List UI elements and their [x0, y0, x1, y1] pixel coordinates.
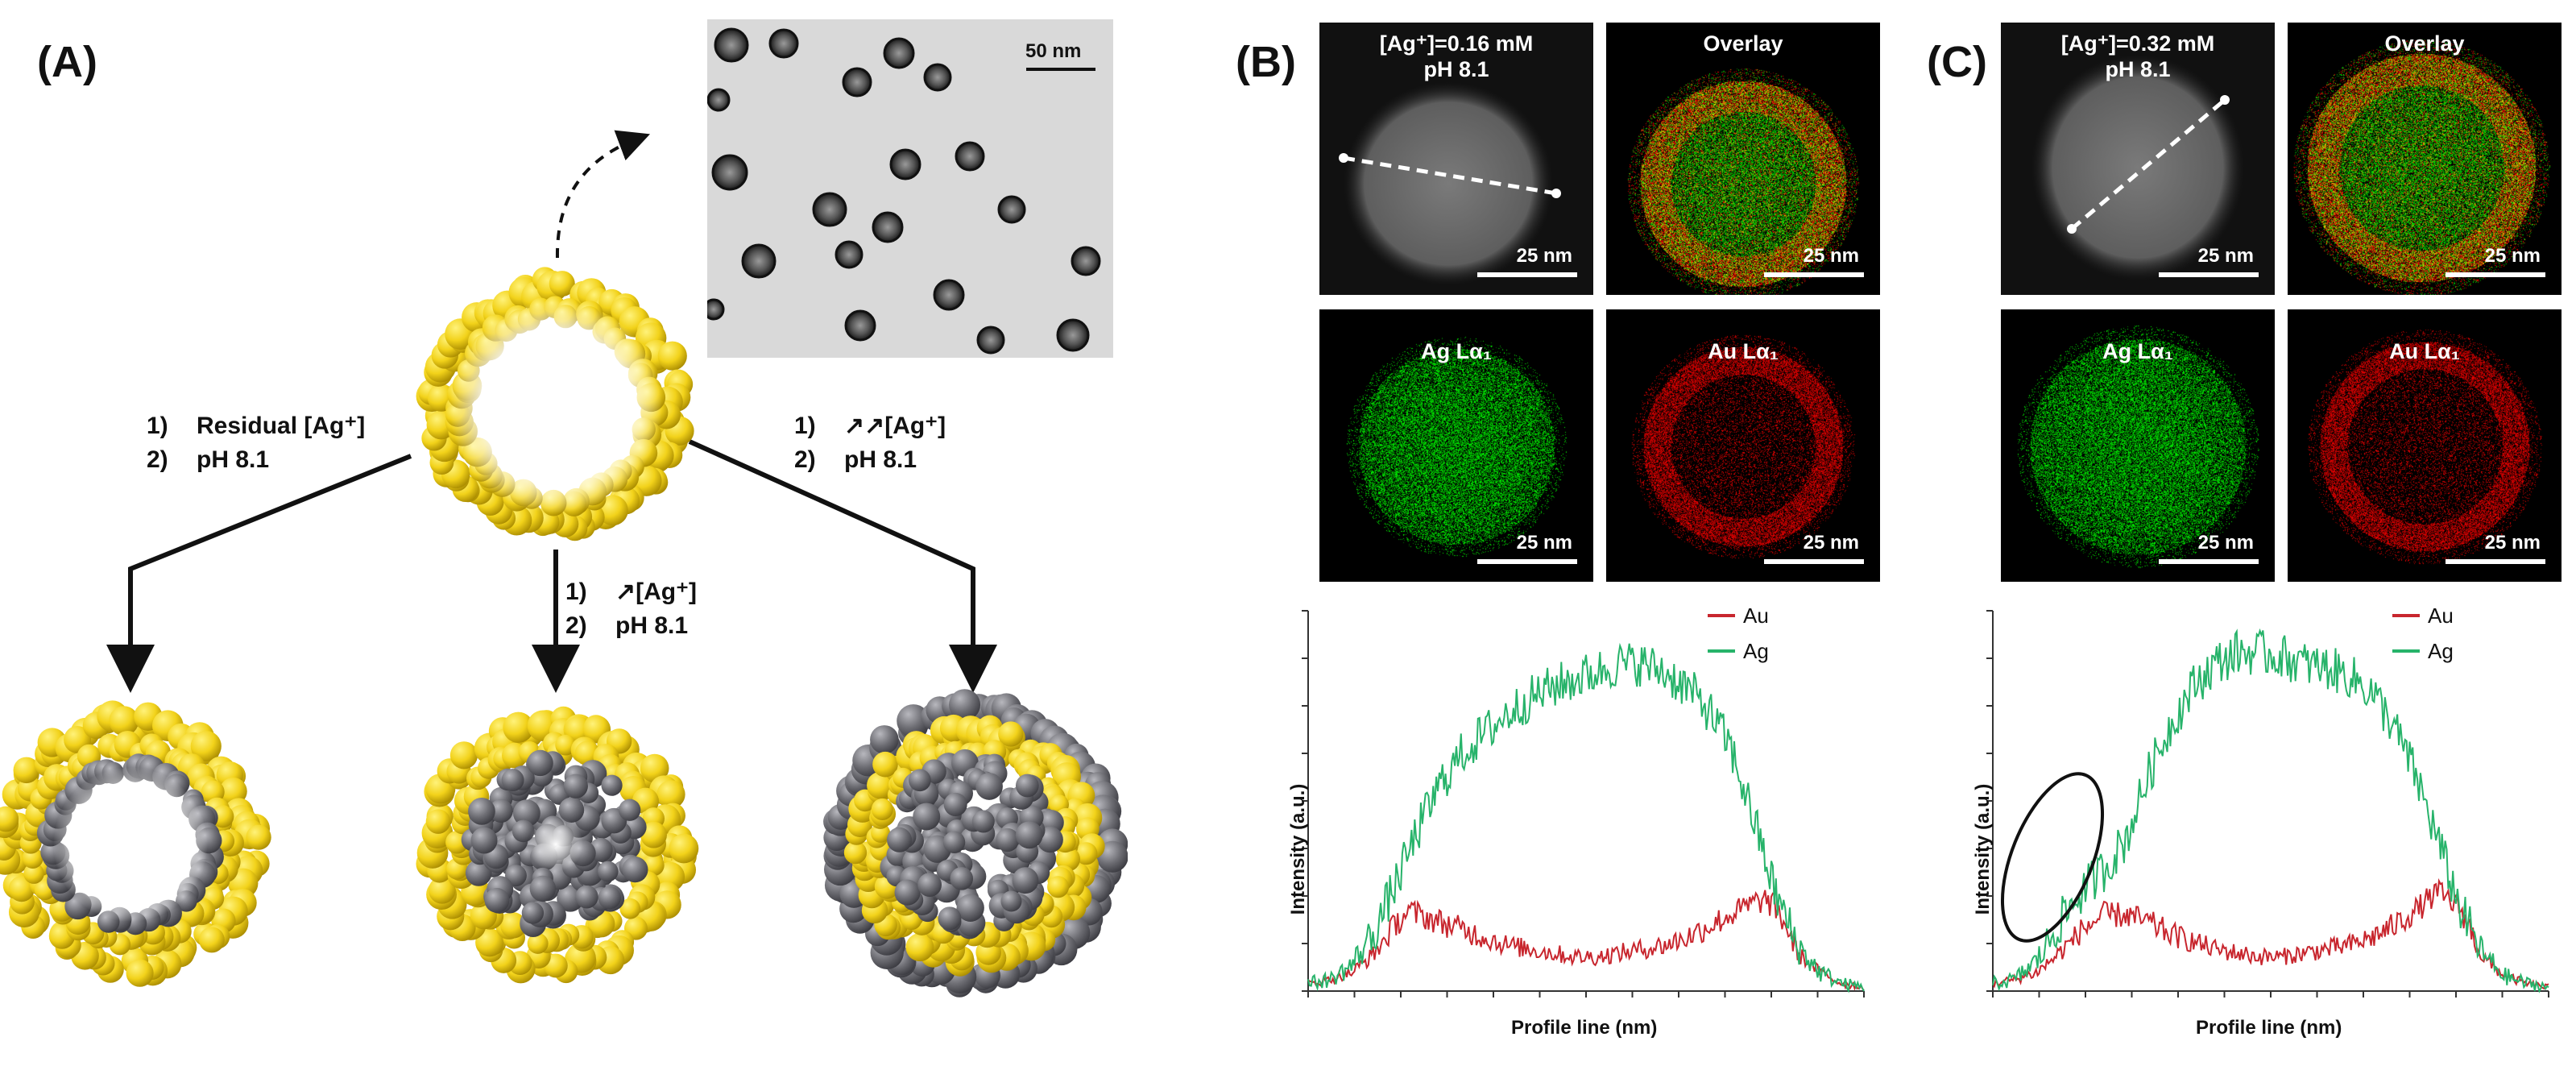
b-overlay-map: Overlay 25 nm [1606, 23, 1880, 295]
right-branch-conditions: 1) ↗↗[Ag⁺] 2) pH 8.1 [794, 413, 946, 473]
chart-axes [1307, 611, 1864, 992]
c-haadf-image: [Ag⁺]=0.32 mM pH 8.1 25 nm [2001, 23, 2275, 295]
au-legend-label: Au [1743, 604, 1769, 628]
b-overlay-scale-bar [1764, 272, 1864, 277]
c-haadf-scale-bar [2159, 272, 2259, 277]
c-ag-map: Ag Lα₁ 25 nm [2001, 309, 2275, 582]
panel-label-b: (B) [1236, 38, 1296, 86]
c-ag-scale-bar [2159, 559, 2259, 564]
c-ag-scale-label: 25 nm [2197, 532, 2254, 554]
partially-filled-nanoshell [0, 700, 271, 987]
c-overlay-scale-label: 25 nm [2484, 245, 2541, 267]
c-au-scale-label: 25 nm [2484, 532, 2541, 554]
b-au-scale-bar [1764, 559, 1864, 564]
b-ag-map-label: Ag Lα₁ [1421, 339, 1492, 363]
ag-profile-line [1307, 642, 1865, 993]
c-overlay-map: Overlay 25 nm [2288, 23, 2562, 295]
ag-profile-line [1992, 628, 2549, 993]
schematic-arrows [106, 130, 997, 693]
c-haadf-scale-label: 25 nm [2197, 245, 2254, 267]
tem-scale-bar [1026, 68, 1095, 71]
ag-legend-label: Ag [2428, 639, 2454, 663]
c-y-axis-label: Intensity (a.u.) [1972, 783, 1994, 915]
left-branch-conditions: 1) Residual [Ag⁺] 2) pH 8.1 [147, 413, 366, 473]
b-profile-chart: Au Ag Intensity (a.u.) Profile line (nm) [1257, 596, 1885, 1064]
b-ag-scale-label: 25 nm [1516, 532, 1572, 554]
c-x-axis-label: Profile line (nm) [2196, 1017, 2342, 1039]
b-au-scale-label: 25 nm [1803, 532, 1859, 554]
b-haadf-scale-label: 25 nm [1516, 245, 1572, 267]
c-overlay-scale-bar [2446, 272, 2545, 277]
tem-particles [707, 27, 1101, 355]
au-legend-label: Au [2428, 604, 2454, 628]
c-profile-chart: Au Ag Intensity (a.u.) Profile line (nm) [1941, 596, 2570, 1064]
highlight-ellipse [2000, 772, 2105, 943]
b-ag-map: Ag Lα₁ 25 nm [1319, 309, 1593, 582]
c-ag-map-label: Ag Lα₁ [2102, 339, 2173, 363]
c-condition-label: [Ag⁺]=0.32 mM pH 8.1 [2060, 31, 2215, 81]
panel-label-a: (A) [37, 38, 97, 86]
c-au-map: Au Lα₁ 25 nm [2288, 309, 2562, 582]
c-au-map-label: Au Lα₁ [2389, 339, 2460, 363]
silver-filled-nanoshell [416, 706, 699, 984]
au-profile-line [1307, 890, 1865, 991]
c-profile-plot: Au Ag [1986, 604, 2549, 998]
b-overlay-scale-label: 25 nm [1803, 245, 1859, 267]
b-overlay-label: Overlay [1703, 31, 1783, 56]
b-au-map: Au Lα₁ 25 nm [1606, 309, 1880, 582]
c-overlay-label: Overlay [2384, 31, 2465, 56]
b-ag-scale-bar [1477, 559, 1577, 564]
b-haadf-scale-bar [1477, 272, 1577, 277]
b-profile-plot: Au Ag [1302, 604, 1865, 998]
nanoparticle-illustrations [0, 267, 1128, 998]
left-branch-arrow [106, 454, 412, 693]
c-au-scale-bar [2446, 559, 2545, 564]
tem-image: 50 nm [707, 19, 1113, 358]
silver-coated-nanoshell [823, 689, 1128, 998]
hollow-gold-nanoshell [416, 267, 694, 541]
au-profile-line [1992, 877, 2549, 990]
tem-scale-label: 50 nm [1025, 40, 1082, 62]
middle-branch-conditions: 1) ↗[Ag⁺] 2) pH 8.1 [565, 579, 697, 639]
b-haadf-image: [Ag⁺]=0.16 mM pH 8.1 25 nm [1319, 23, 1593, 295]
dashed-arrow-to-tem [555, 130, 650, 259]
b-x-axis-label: Profile line (nm) [1511, 1017, 1658, 1039]
right-branch-arrow [688, 439, 997, 693]
b-y-axis-label: Intensity (a.u.) [1287, 783, 1309, 915]
ag-legend-label: Ag [1743, 639, 1769, 663]
b-au-map-label: Au Lα₁ [1708, 339, 1779, 363]
panel-label-c: (C) [1927, 38, 1987, 86]
b-condition-label: [Ag⁺]=0.16 mM pH 8.1 [1379, 31, 1534, 81]
